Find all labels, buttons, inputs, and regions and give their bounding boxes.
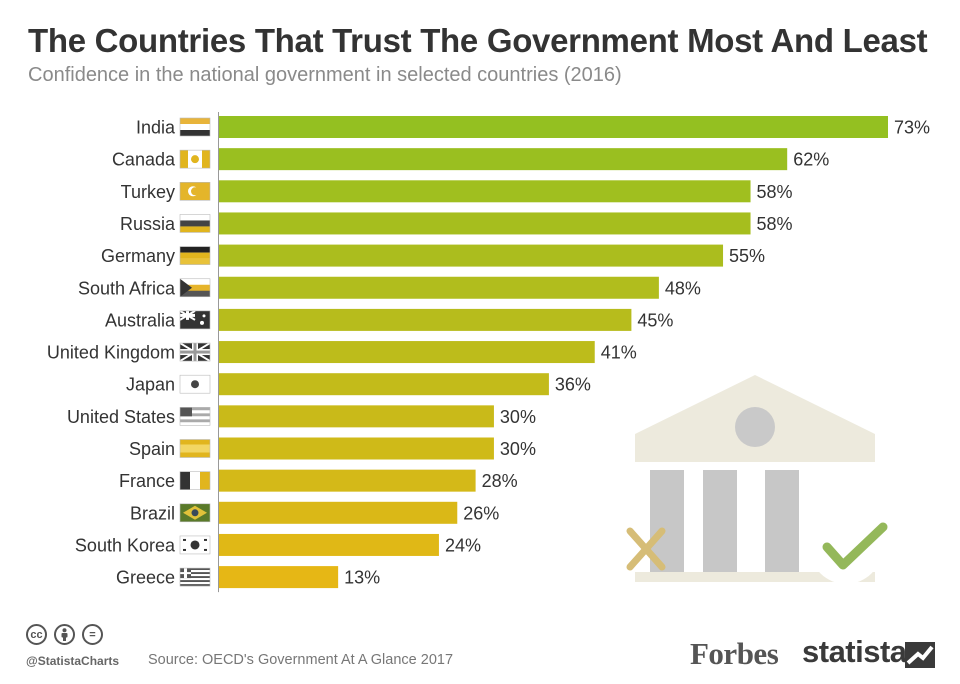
flag-australia-icon bbox=[179, 310, 211, 330]
bar-greece bbox=[219, 566, 339, 589]
chart-subtitle: Confidence in the national government in… bbox=[28, 64, 622, 86]
flag-france-icon bbox=[179, 471, 211, 490]
value-label: 26% bbox=[463, 503, 499, 523]
value-label: 13% bbox=[344, 568, 380, 588]
value-label: 58% bbox=[757, 214, 793, 234]
flag-spain-icon bbox=[179, 439, 211, 458]
building-base bbox=[635, 572, 875, 582]
attribution-icon bbox=[54, 624, 75, 645]
building-column bbox=[765, 470, 799, 575]
creative-commons-icon: cc bbox=[26, 624, 47, 645]
building-column bbox=[703, 470, 737, 575]
flag-south-africa-icon bbox=[179, 278, 211, 298]
category-label: Australia bbox=[105, 310, 176, 330]
flag-japan-icon bbox=[179, 374, 211, 394]
value-label: 30% bbox=[500, 439, 536, 459]
category-label: France bbox=[119, 471, 175, 491]
flag-uk-icon bbox=[179, 342, 211, 362]
bar-russia bbox=[219, 212, 751, 235]
cross-mark-icon bbox=[626, 527, 666, 571]
bar-australia bbox=[219, 308, 632, 331]
category-label: Canada bbox=[112, 150, 176, 170]
bar-brazil bbox=[219, 501, 458, 524]
flag-usa-icon bbox=[179, 407, 211, 426]
value-label: 28% bbox=[482, 471, 518, 491]
source-note: Source: OECD's Government At A Glance 20… bbox=[148, 652, 454, 668]
flag-russia-icon bbox=[179, 214, 211, 233]
bar-united-states bbox=[219, 405, 494, 428]
category-label: Brazil bbox=[130, 503, 175, 523]
flag-greece-icon bbox=[179, 567, 211, 587]
flag-germany-icon bbox=[179, 246, 211, 265]
bar-united-kingdom bbox=[219, 341, 595, 364]
category-label: Germany bbox=[101, 246, 175, 266]
category-label: South Korea bbox=[75, 535, 176, 555]
building-emblem bbox=[735, 407, 775, 447]
category-label: United States bbox=[67, 407, 175, 427]
bar-japan bbox=[219, 373, 549, 396]
category-label: India bbox=[136, 118, 176, 138]
category-label: Spain bbox=[129, 439, 175, 459]
value-label: 58% bbox=[757, 182, 793, 202]
flag-canada-icon bbox=[179, 149, 211, 169]
check-mark-icon bbox=[822, 522, 888, 570]
bar-canada bbox=[219, 148, 788, 171]
value-label: 36% bbox=[555, 375, 591, 395]
flag-india-icon bbox=[179, 117, 211, 137]
bar-india bbox=[219, 116, 888, 138]
value-label: 48% bbox=[665, 278, 701, 298]
bar-south-korea bbox=[219, 533, 439, 556]
category-label: Greece bbox=[116, 568, 175, 588]
forbes-logo: Forbes bbox=[690, 636, 779, 671]
no-derivatives-icon: = bbox=[82, 624, 103, 645]
value-label: 45% bbox=[637, 310, 673, 330]
statista-handle: @StatistaCharts bbox=[26, 654, 120, 668]
category-label: Turkey bbox=[121, 182, 175, 202]
category-label: Japan bbox=[126, 375, 175, 395]
license-icons: cc = bbox=[26, 624, 103, 645]
value-label: 41% bbox=[601, 343, 637, 363]
bar-france bbox=[219, 469, 476, 492]
bar-south-africa bbox=[219, 276, 659, 299]
category-label: Russia bbox=[120, 214, 176, 234]
value-label: 30% bbox=[500, 407, 536, 427]
flag-brazil-icon bbox=[179, 503, 211, 523]
value-label: 55% bbox=[729, 246, 765, 266]
flag-south-korea-icon bbox=[179, 535, 211, 555]
bar-turkey bbox=[219, 180, 751, 203]
flag-turkey-icon bbox=[179, 182, 211, 201]
government-building-illustration bbox=[626, 375, 888, 584]
chart-title: The Countries That Trust The Government … bbox=[28, 22, 928, 59]
statista-logo-text: statista bbox=[802, 634, 907, 669]
category-label: United Kingdom bbox=[47, 343, 175, 363]
category-label: South Africa bbox=[78, 278, 176, 298]
bar-germany bbox=[219, 244, 724, 267]
value-label: 24% bbox=[445, 535, 481, 555]
statista-logo-icon bbox=[905, 642, 935, 668]
check-badge bbox=[810, 512, 882, 584]
bar-spain bbox=[219, 437, 494, 460]
value-label: 62% bbox=[793, 150, 829, 170]
building-roof bbox=[635, 375, 875, 434]
value-label: 73% bbox=[894, 118, 930, 138]
